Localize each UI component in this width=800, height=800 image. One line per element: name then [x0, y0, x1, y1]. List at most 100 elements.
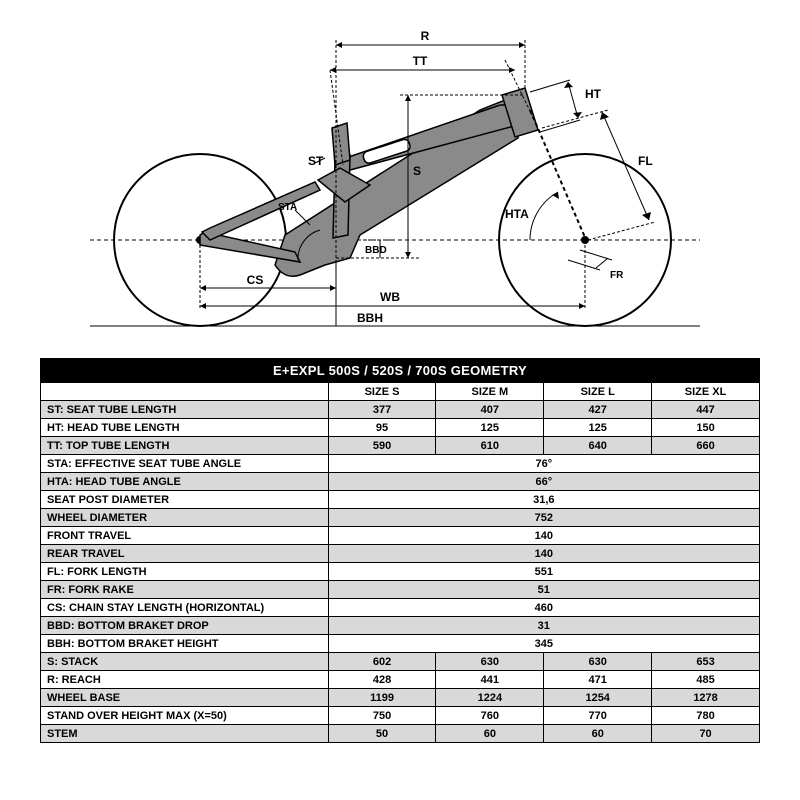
- row-label: REAR TRAVEL: [41, 545, 329, 563]
- row-code: BBH:: [47, 638, 78, 650]
- table-row: STA: EFFECTIVE SEAT TUBE ANGLE76°: [41, 455, 760, 473]
- row-value-merged: 76°: [328, 455, 759, 473]
- dim-ext: [588, 222, 655, 240]
- label-st: ST: [308, 154, 324, 168]
- col-blank: [41, 383, 329, 401]
- row-value: 485: [652, 671, 760, 689]
- row-code: HTA:: [47, 476, 76, 488]
- row-value: 95: [328, 419, 436, 437]
- row-label: STAND OVER HEIGHT MAX (X=50): [41, 707, 329, 725]
- label-hta: HTA: [505, 207, 529, 221]
- row-code: BBD:: [47, 620, 78, 632]
- row-value-merged: 460: [328, 599, 759, 617]
- label-ht: HT: [585, 87, 602, 101]
- row-value: 407: [436, 401, 544, 419]
- row-value: 653: [652, 653, 760, 671]
- table-row: WHEEL BASE1199122412541278: [41, 689, 760, 707]
- row-value: 70: [652, 725, 760, 743]
- row-value: 630: [436, 653, 544, 671]
- row-label: STA: EFFECTIVE SEAT TUBE ANGLE: [41, 455, 329, 473]
- row-label-text: FRONT TRAVEL: [47, 530, 131, 542]
- row-label: WHEEL DIAMETER: [41, 509, 329, 527]
- row-label-text: CHAIN STAY LENGTH (HORIZONTAL): [69, 602, 264, 614]
- row-label-text: FORK RAKE: [68, 584, 133, 596]
- geometry-table: E+EXPL 500S / 520S / 700S GEOMETRY SIZE …: [40, 358, 760, 743]
- dim-fr-dim: [596, 258, 608, 268]
- row-value: 471: [544, 671, 652, 689]
- row-label-text: BOTTOM BRAKET HEIGHT: [78, 638, 219, 650]
- row-code: ST:: [47, 404, 67, 416]
- col-size-m: SIZE M: [436, 383, 544, 401]
- hta-arc: [530, 192, 558, 240]
- table-row: HTA: HEAD TUBE ANGLE66°: [41, 473, 760, 491]
- dim-arrow: [330, 67, 336, 73]
- row-label-text: FORK LENGTH: [67, 566, 146, 578]
- row-value: 150: [652, 419, 760, 437]
- table-title: E+EXPL 500S / 520S / 700S GEOMETRY: [41, 359, 760, 383]
- table-row: TT: TOP TUBE LENGTH590610640660: [41, 437, 760, 455]
- label-fr: FR: [610, 270, 624, 281]
- col-size-s: SIZE S: [328, 383, 436, 401]
- table-row: WHEEL DIAMETER 752: [41, 509, 760, 527]
- row-code: FL:: [47, 566, 67, 578]
- bike-geometry-diagram: R TT HT FL HTA FR S ST STA BBD CS: [40, 10, 760, 350]
- row-label-text: STACK: [61, 656, 98, 668]
- table-row: ST: SEAT TUBE LENGTH377407427447: [41, 401, 760, 419]
- row-value: 441: [436, 671, 544, 689]
- row-value: 1278: [652, 689, 760, 707]
- dim-arrow: [200, 285, 206, 291]
- row-label: S: STACK: [41, 653, 329, 671]
- row-value: 377: [328, 401, 436, 419]
- row-label: SEAT POST DIAMETER: [41, 491, 329, 509]
- front-hub: [581, 236, 589, 244]
- dim-arrow: [509, 67, 515, 73]
- row-label-text: SEAT POST DIAMETER: [47, 494, 169, 506]
- row-value-merged: 31,6: [328, 491, 759, 509]
- fork-line: [530, 110, 587, 242]
- row-label: CS: CHAIN STAY LENGTH (HORIZONTAL): [41, 599, 329, 617]
- sta-leader: [295, 210, 310, 225]
- row-label: R: REACH: [41, 671, 329, 689]
- row-label-text: WHEEL DIAMETER: [47, 512, 147, 524]
- row-label-text: SEAT TUBE LENGTH: [67, 404, 177, 416]
- row-value-merged: 752: [328, 509, 759, 527]
- row-code: STA:: [47, 458, 75, 470]
- row-label-text: TOP TUBE LENGTH: [66, 440, 170, 452]
- label-bbh: BBH: [357, 311, 383, 325]
- row-label-text: EFFECTIVE SEAT TUBE ANGLE: [75, 458, 241, 470]
- row-value: 750: [328, 707, 436, 725]
- table-header-row: SIZE S SIZE M SIZE L SIZE XL: [41, 383, 760, 401]
- label-fl: FL: [638, 154, 653, 168]
- table-row: CS: CHAIN STAY LENGTH (HORIZONTAL)460: [41, 599, 760, 617]
- table-row: SEAT POST DIAMETER 31,6: [41, 491, 760, 509]
- row-value: 1224: [436, 689, 544, 707]
- row-value: 125: [544, 419, 652, 437]
- table-row: S: STACK602630630653: [41, 653, 760, 671]
- row-label-text: HEAD TUBE LENGTH: [67, 422, 179, 434]
- table-row: BBH: BOTTOM BRAKET HEIGHT345: [41, 635, 760, 653]
- row-value: 447: [652, 401, 760, 419]
- row-value: 125: [436, 419, 544, 437]
- col-size-xl: SIZE XL: [652, 383, 760, 401]
- row-value: 602: [328, 653, 436, 671]
- row-value-merged: 51: [328, 581, 759, 599]
- dim-arrow: [200, 303, 206, 309]
- row-label-text: STAND OVER HEIGHT MAX (X=50): [47, 710, 227, 722]
- row-value-merged: 345: [328, 635, 759, 653]
- row-label: STEM: [41, 725, 329, 743]
- row-value-merged: 66°: [328, 473, 759, 491]
- row-value: 760: [436, 707, 544, 725]
- dim-ht-bot: [540, 120, 580, 132]
- row-label: FR: FORK RAKE: [41, 581, 329, 599]
- row-label: BBH: BOTTOM BRAKET HEIGHT: [41, 635, 329, 653]
- row-code: TT:: [47, 440, 66, 452]
- row-code: HT:: [47, 422, 67, 434]
- dim-ext: [542, 110, 608, 128]
- row-label: WHEEL BASE: [41, 689, 329, 707]
- table-row: BBD: BOTTOM BRAKET DROP31: [41, 617, 760, 635]
- row-value-merged: 140: [328, 545, 759, 563]
- row-value: 428: [328, 671, 436, 689]
- row-value: 590: [328, 437, 436, 455]
- dim-arrow: [579, 303, 585, 309]
- row-label: TT: TOP TUBE LENGTH: [41, 437, 329, 455]
